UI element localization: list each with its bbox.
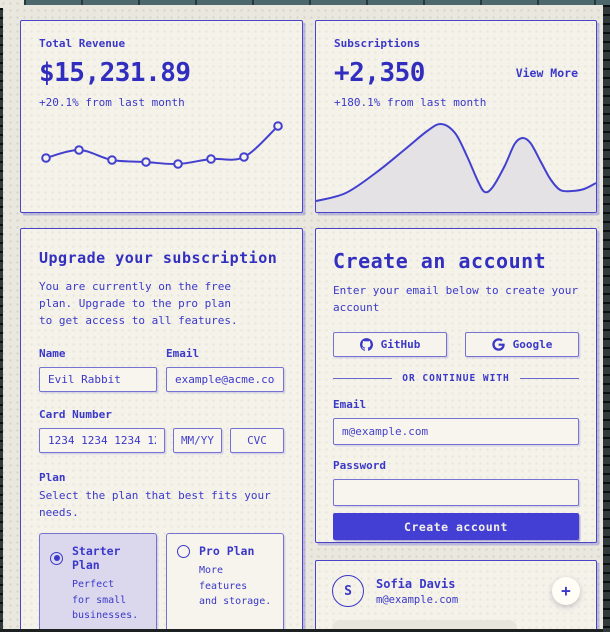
subscriptions-area-chart: [316, 122, 596, 212]
name-label: Name: [39, 347, 66, 361]
plan-label: Plan: [39, 471, 66, 485]
create-account-title: Create an account: [333, 249, 547, 273]
github-button[interactable]: GitHub: [333, 332, 447, 358]
google-button-label: Google: [512, 338, 553, 352]
bottom-edge-bar: [0, 629, 603, 632]
upgrade-description: You are currently on the free plan. Upgr…: [39, 280, 238, 328]
subscriptions-amount: +2,350: [334, 58, 425, 88]
left-ruler-bar: [0, 8, 3, 632]
starter-plan-description: Perfect for small businesses.: [72, 579, 139, 622]
google-button[interactable]: Google: [465, 332, 579, 358]
revenue-line-chart: [41, 121, 283, 169]
divider-text: OR CONTINUE WITH: [402, 373, 510, 385]
pro-plan-name: Pro Plan: [199, 544, 255, 559]
revenue-card-title: Total Revenue: [39, 37, 126, 50]
starter-plan-option[interactable]: Starter Plan Perfect for small businesse…: [39, 533, 157, 632]
radio-selected-icon: [50, 551, 63, 565]
top-ruler-bar: [24, 0, 610, 5]
billing-email-input[interactable]: [166, 367, 284, 393]
google-icon: [491, 338, 505, 351]
create-account-description: Enter your email below to create your ac…: [333, 284, 579, 315]
plus-icon: +: [561, 581, 571, 600]
account-email-input[interactable]: [333, 418, 579, 446]
radio-unselected-icon: [177, 544, 190, 558]
add-user-button[interactable]: +: [552, 577, 580, 605]
github-icon: [359, 338, 373, 351]
github-button-label: GitHub: [380, 338, 421, 352]
upgrade-title: Upgrade your subscription: [39, 249, 278, 267]
or-continue-divider: OR CONTINUE WITH: [333, 373, 580, 385]
view-more-link[interactable]: View More: [515, 66, 578, 80]
right-ruler-bar: [603, 5, 610, 632]
card-number-input[interactable]: [39, 428, 165, 454]
upgrade-subscription-card: Upgrade your subscription You are curren…: [20, 228, 303, 632]
password-input[interactable]: [333, 479, 579, 507]
pro-plan-option[interactable]: Pro Plan More features and storage.: [166, 533, 284, 632]
card-number-label: Card Number: [39, 408, 112, 422]
subscriptions-card: Subscriptions +2,350 View More +180.1% f…: [315, 20, 597, 213]
expiry-input[interactable]: [173, 428, 222, 454]
pro-plan-description: More features and storage.: [199, 565, 272, 608]
password-label: Password: [333, 459, 386, 473]
account-email-label: Email: [333, 398, 367, 412]
create-account-card: Create an account Enter your email below…: [315, 228, 597, 543]
billing-email-label: Email: [166, 347, 200, 361]
name-input[interactable]: [39, 367, 157, 393]
cvc-input[interactable]: [230, 428, 284, 454]
avatar: S: [332, 575, 364, 607]
chat-card: S Sofia Davis m@example.com +: [315, 560, 597, 632]
chat-user-name: Sofia Davis: [376, 576, 456, 591]
create-account-button[interactable]: Create account: [333, 513, 579, 541]
revenue-amount: $15,231.89: [39, 58, 191, 88]
subscriptions-card-title: Subscriptions: [334, 37, 421, 50]
starter-plan-name: Starter Plan: [72, 544, 121, 573]
total-revenue-card: Total Revenue $15,231.89 +20.1% from las…: [20, 20, 303, 213]
revenue-delta: +20.1% from last month: [39, 96, 185, 109]
subscriptions-delta: +180.1% from last month: [334, 96, 487, 109]
plan-description: Select the plan that best fits your need…: [39, 489, 271, 520]
chat-user-email: m@example.com: [376, 593, 459, 606]
